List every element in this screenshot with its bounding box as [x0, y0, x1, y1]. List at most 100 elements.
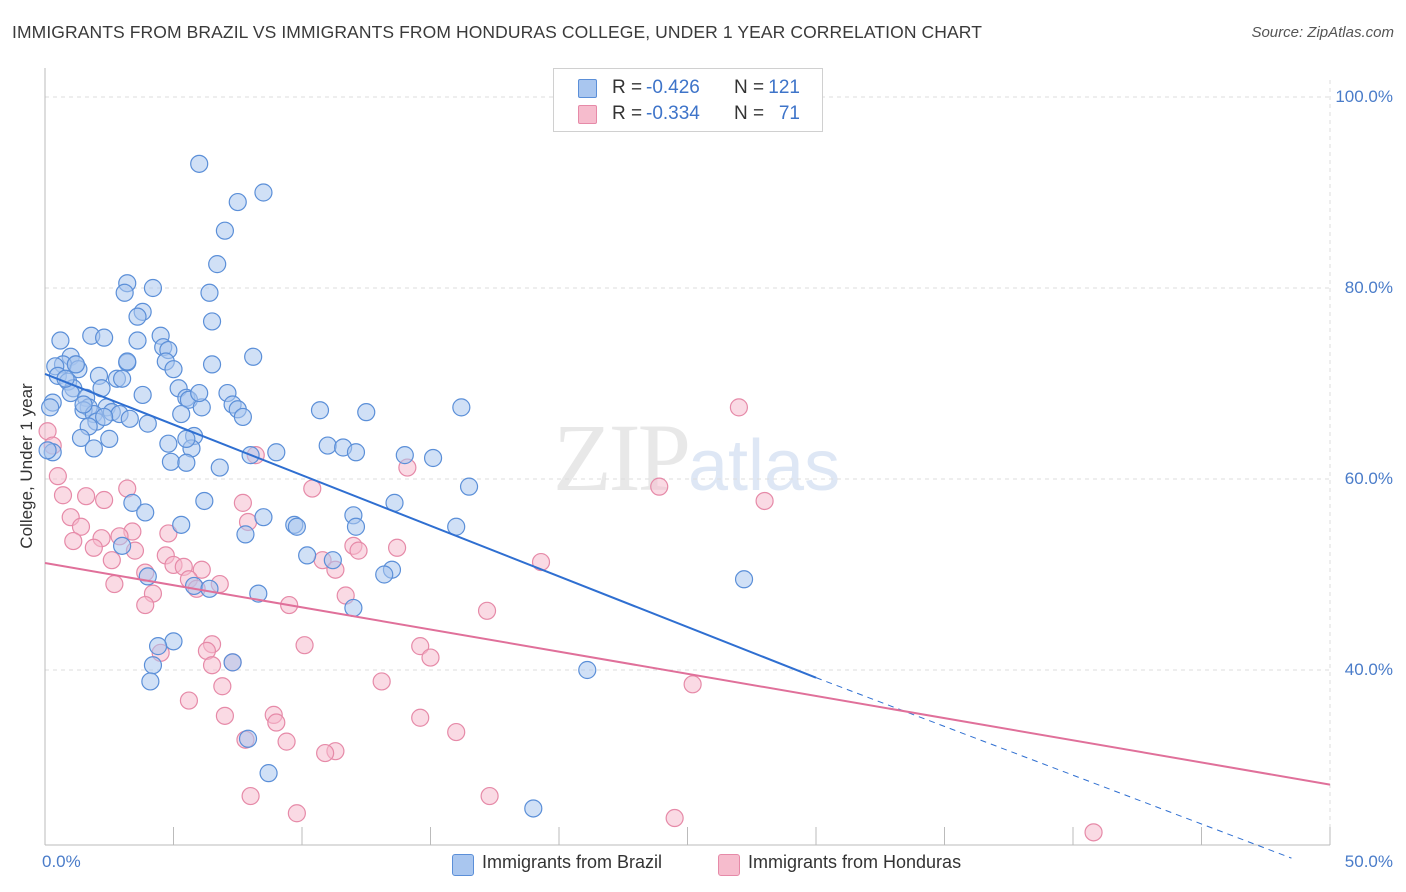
- honduras-point: [159, 524, 178, 543]
- watermark: ZIPatlas: [553, 402, 840, 513]
- honduras-point: [411, 637, 430, 656]
- honduras-trendline: [44, 562, 1331, 786]
- honduras-point: [202, 656, 222, 675]
- legend-swatch-brazil: [452, 854, 474, 876]
- legend-n-value-honduras: 71: [778, 103, 800, 124]
- brazil-point: [100, 429, 119, 448]
- brazil-point: [123, 493, 142, 512]
- brazil-trendline-extension: [815, 677, 1292, 859]
- brazil-point: [148, 637, 168, 656]
- honduras-point: [179, 691, 199, 710]
- brazil-point: [66, 355, 85, 374]
- honduras-point: [136, 595, 155, 615]
- brazil-point: [346, 517, 366, 536]
- honduras-point: [480, 786, 499, 806]
- brazil-point: [238, 729, 258, 748]
- brazil-point: [95, 328, 114, 347]
- brazil-point: [190, 383, 209, 403]
- honduras-point: [48, 467, 67, 486]
- brazil-point: [200, 283, 219, 302]
- legend-swatch-honduras: [578, 105, 597, 124]
- brazil-point: [452, 398, 471, 417]
- y-tick-label: 80.0%: [1344, 278, 1393, 297]
- honduras-point: [447, 722, 466, 742]
- chart-title: IMMIGRANTS FROM BRAZIL VS IMMIGRANTS FRO…: [12, 22, 982, 42]
- brazil-point: [74, 395, 93, 414]
- honduras-point: [233, 493, 252, 512]
- honduras-point: [729, 398, 749, 417]
- brazil-point: [128, 331, 147, 350]
- honduras-point: [105, 574, 124, 594]
- brazil-point: [395, 446, 414, 465]
- brazil-point: [287, 517, 306, 536]
- brazil-point: [172, 515, 191, 534]
- honduras-point: [213, 677, 232, 696]
- brazil-point: [141, 672, 160, 691]
- correlation-legend: R = -0.426 N = 121 R = -0.334 N = 71: [553, 68, 823, 132]
- trendlines: [44, 373, 1331, 859]
- brazil-point: [184, 576, 204, 596]
- honduras-point: [192, 560, 211, 579]
- honduras-point: [1084, 823, 1103, 842]
- honduras-series: [38, 398, 1103, 842]
- brazil-point: [254, 183, 273, 202]
- brazil-point: [267, 443, 286, 462]
- legend-n-label: N =: [734, 77, 765, 98]
- honduras-point: [84, 538, 103, 557]
- brazil-point: [310, 401, 330, 420]
- brazil-point: [118, 352, 137, 371]
- brazil-point: [244, 347, 263, 366]
- honduras-point: [411, 708, 430, 727]
- brazil-point: [208, 255, 227, 274]
- y-tick-label: 60.0%: [1344, 469, 1393, 488]
- legend-label-honduras: Immigrants from Honduras: [748, 852, 962, 872]
- brazil-point: [190, 154, 209, 173]
- brazil-point: [133, 385, 152, 405]
- honduras-point: [267, 713, 286, 732]
- brazil-point: [346, 443, 366, 462]
- honduras-point: [531, 552, 551, 572]
- brazil-point: [524, 799, 543, 818]
- brazil-trendline: [44, 373, 817, 679]
- brazil-point: [210, 458, 229, 477]
- brazil-point: [215, 221, 234, 240]
- brazil-point: [423, 448, 443, 468]
- brazil-point: [344, 598, 363, 618]
- honduras-point: [421, 648, 440, 667]
- honduras-point: [295, 636, 314, 655]
- legend-r-value-brazil: -0.426: [646, 77, 700, 98]
- brazil-point: [249, 584, 268, 603]
- brazil-point: [223, 653, 242, 672]
- honduras-point: [316, 743, 335, 763]
- brazil-point: [259, 764, 278, 783]
- honduras-point: [277, 732, 296, 751]
- legend-r-value-honduras: -0.334: [646, 103, 700, 124]
- brazil-point: [202, 312, 222, 331]
- brazil-point: [459, 477, 479, 496]
- brazil-point: [236, 525, 255, 544]
- brazil-point: [177, 453, 196, 472]
- brazil-point: [71, 428, 91, 448]
- brazil-point: [323, 551, 342, 570]
- brazil-point: [41, 398, 60, 417]
- honduras-point: [665, 808, 684, 828]
- honduras-point: [349, 541, 368, 560]
- honduras-point: [650, 477, 669, 496]
- brazil-point: [578, 660, 597, 680]
- y-axis-label: College, Under 1 year: [17, 383, 36, 549]
- honduras-point: [372, 672, 391, 691]
- honduras-point: [102, 551, 121, 570]
- brazil-point: [195, 491, 214, 511]
- honduras-point: [287, 804, 306, 823]
- brazil-point: [228, 192, 247, 212]
- brazil-point: [734, 570, 754, 589]
- brazil-point: [298, 546, 317, 565]
- honduras-point: [755, 491, 774, 511]
- brazil-point: [375, 565, 394, 584]
- brazil-point: [115, 283, 134, 302]
- honduras-point: [387, 538, 407, 557]
- brazil-point: [164, 360, 183, 379]
- chart-source: Source: ZipAtlas.com: [1251, 24, 1394, 41]
- legend-n-label: N =: [734, 103, 765, 124]
